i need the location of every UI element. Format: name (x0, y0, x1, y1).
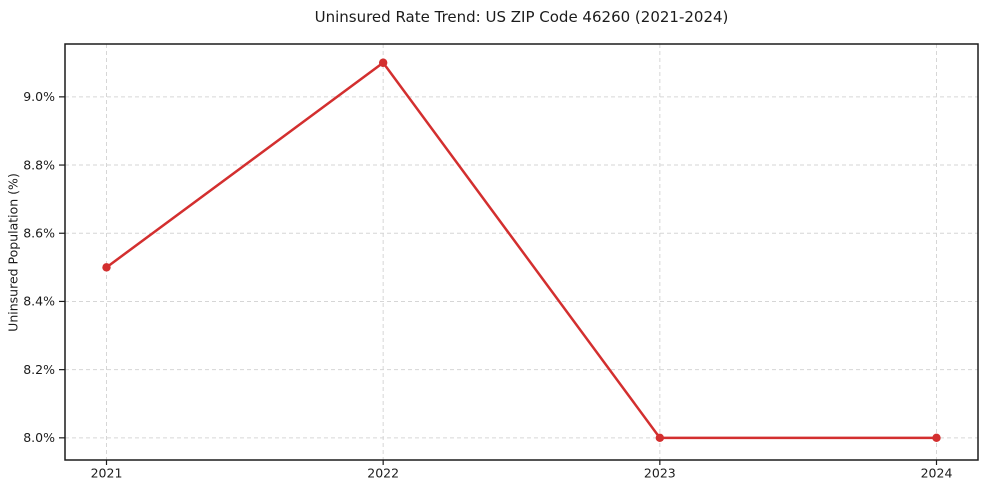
data-point-2024 (932, 433, 941, 443)
y-tick-label: 8.2% (23, 362, 55, 377)
trend-line (105, 61, 938, 440)
x-tick-label: 2022 (367, 466, 399, 481)
x-tick-label: 2021 (91, 466, 123, 481)
data-point-2021 (102, 263, 111, 272)
plot-border (64, 43, 979, 461)
y-tick-label: 9.0% (23, 89, 55, 104)
chart-title: Uninsured Rate Trend: US ZIP Code 46260 … (314, 8, 729, 26)
y-tick-label: 8.4% (23, 294, 55, 309)
y-tick-label: 8.8% (23, 157, 55, 172)
y-tick-label: 8.6% (23, 226, 55, 241)
y-tick-label: 8.0% (23, 430, 55, 445)
x-tick-label: 2023 (644, 466, 676, 481)
x-tick-label: 2024 (921, 466, 953, 481)
data-point-2023 (655, 433, 665, 443)
data-point-2022 (378, 58, 388, 67)
